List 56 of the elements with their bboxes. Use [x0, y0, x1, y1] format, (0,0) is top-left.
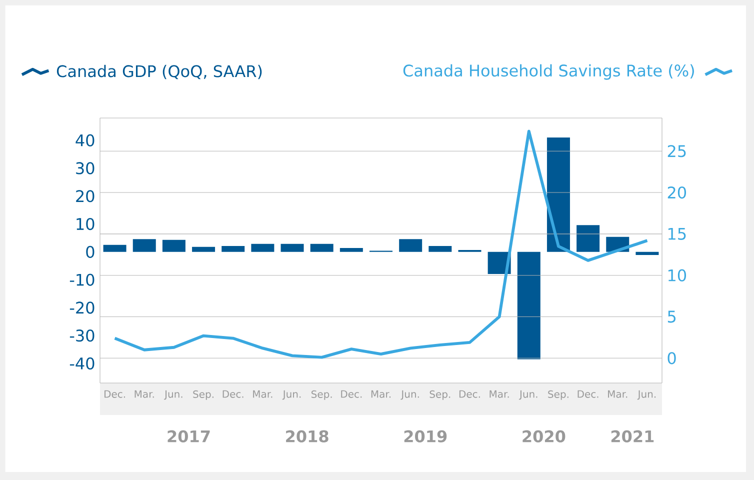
text: 2018: [286, 430, 328, 442]
bar: [428, 246, 452, 252]
x-tick-label: Mar.: [134, 390, 154, 398]
bar: [162, 240, 186, 252]
x-tick-label: Sep.: [548, 390, 568, 400]
bar: [251, 244, 274, 252]
bar: [576, 225, 600, 252]
y-tick-label: 20: [76, 190, 94, 202]
x-tick-label: Jun.: [282, 390, 301, 400]
y-tick-label: -20: [70, 302, 94, 314]
bar: [310, 244, 334, 252]
y-tick-label: 0: [86, 246, 94, 258]
y2-tick-label: 25: [668, 145, 686, 158]
y-tick-label: 10: [76, 218, 94, 230]
x-tick-label: Mar.: [253, 390, 272, 398]
bar: [399, 239, 422, 252]
legend-label: Canada GDP (QoQ, SAAR): [56, 64, 262, 80]
x-tick-label: Sep.: [312, 390, 332, 400]
y2-tick-label: 15: [668, 228, 686, 240]
y2-tick-label: 20: [668, 186, 686, 199]
bar: [280, 244, 304, 252]
bar: [103, 244, 126, 252]
y-tick-label: 30: [76, 162, 94, 174]
x-tick-label: Dec.: [222, 390, 244, 398]
text: Canada Household Savings Rate (%): [403, 64, 694, 80]
x-tick-label: Mar.: [608, 390, 628, 398]
x-tick-label: Jun.: [637, 390, 656, 400]
y2-tick-label: 10: [668, 269, 686, 282]
text: 2017: [168, 430, 210, 442]
x-tick-label: Dec.: [459, 390, 480, 398]
x-tick-label: Jun.: [164, 390, 182, 400]
x-tick-label: Mar.: [371, 390, 390, 398]
y-tick-label: -40: [70, 357, 94, 370]
y-tick-label: 40: [76, 134, 94, 146]
x-tick-label: Dec.: [341, 390, 362, 398]
text: 2021: [611, 430, 654, 442]
x-tick-label: Dec.: [578, 390, 598, 398]
bar: [340, 248, 363, 252]
bar: [222, 246, 245, 252]
y-tick-label: -10: [70, 274, 94, 286]
text: 2020: [522, 430, 566, 442]
y-tick-label: -30: [70, 330, 94, 342]
y2-tick-label: 0: [668, 352, 676, 364]
bar: [192, 246, 216, 252]
bar: [517, 252, 540, 360]
x-tick-label: Sep.: [430, 390, 450, 400]
y2-tick-label: 5: [668, 310, 676, 323]
bar: [636, 252, 659, 255]
x-tick-label: Mar.: [490, 390, 509, 398]
x-tick-label: Jun.: [400, 390, 419, 400]
bar: [132, 239, 156, 252]
bar: [546, 138, 570, 252]
x-tick-label: Sep.: [193, 390, 214, 400]
x-tick-label: Jun.: [518, 390, 538, 400]
x-tick-label: Dec.: [104, 390, 125, 398]
text: 2019: [404, 430, 447, 442]
